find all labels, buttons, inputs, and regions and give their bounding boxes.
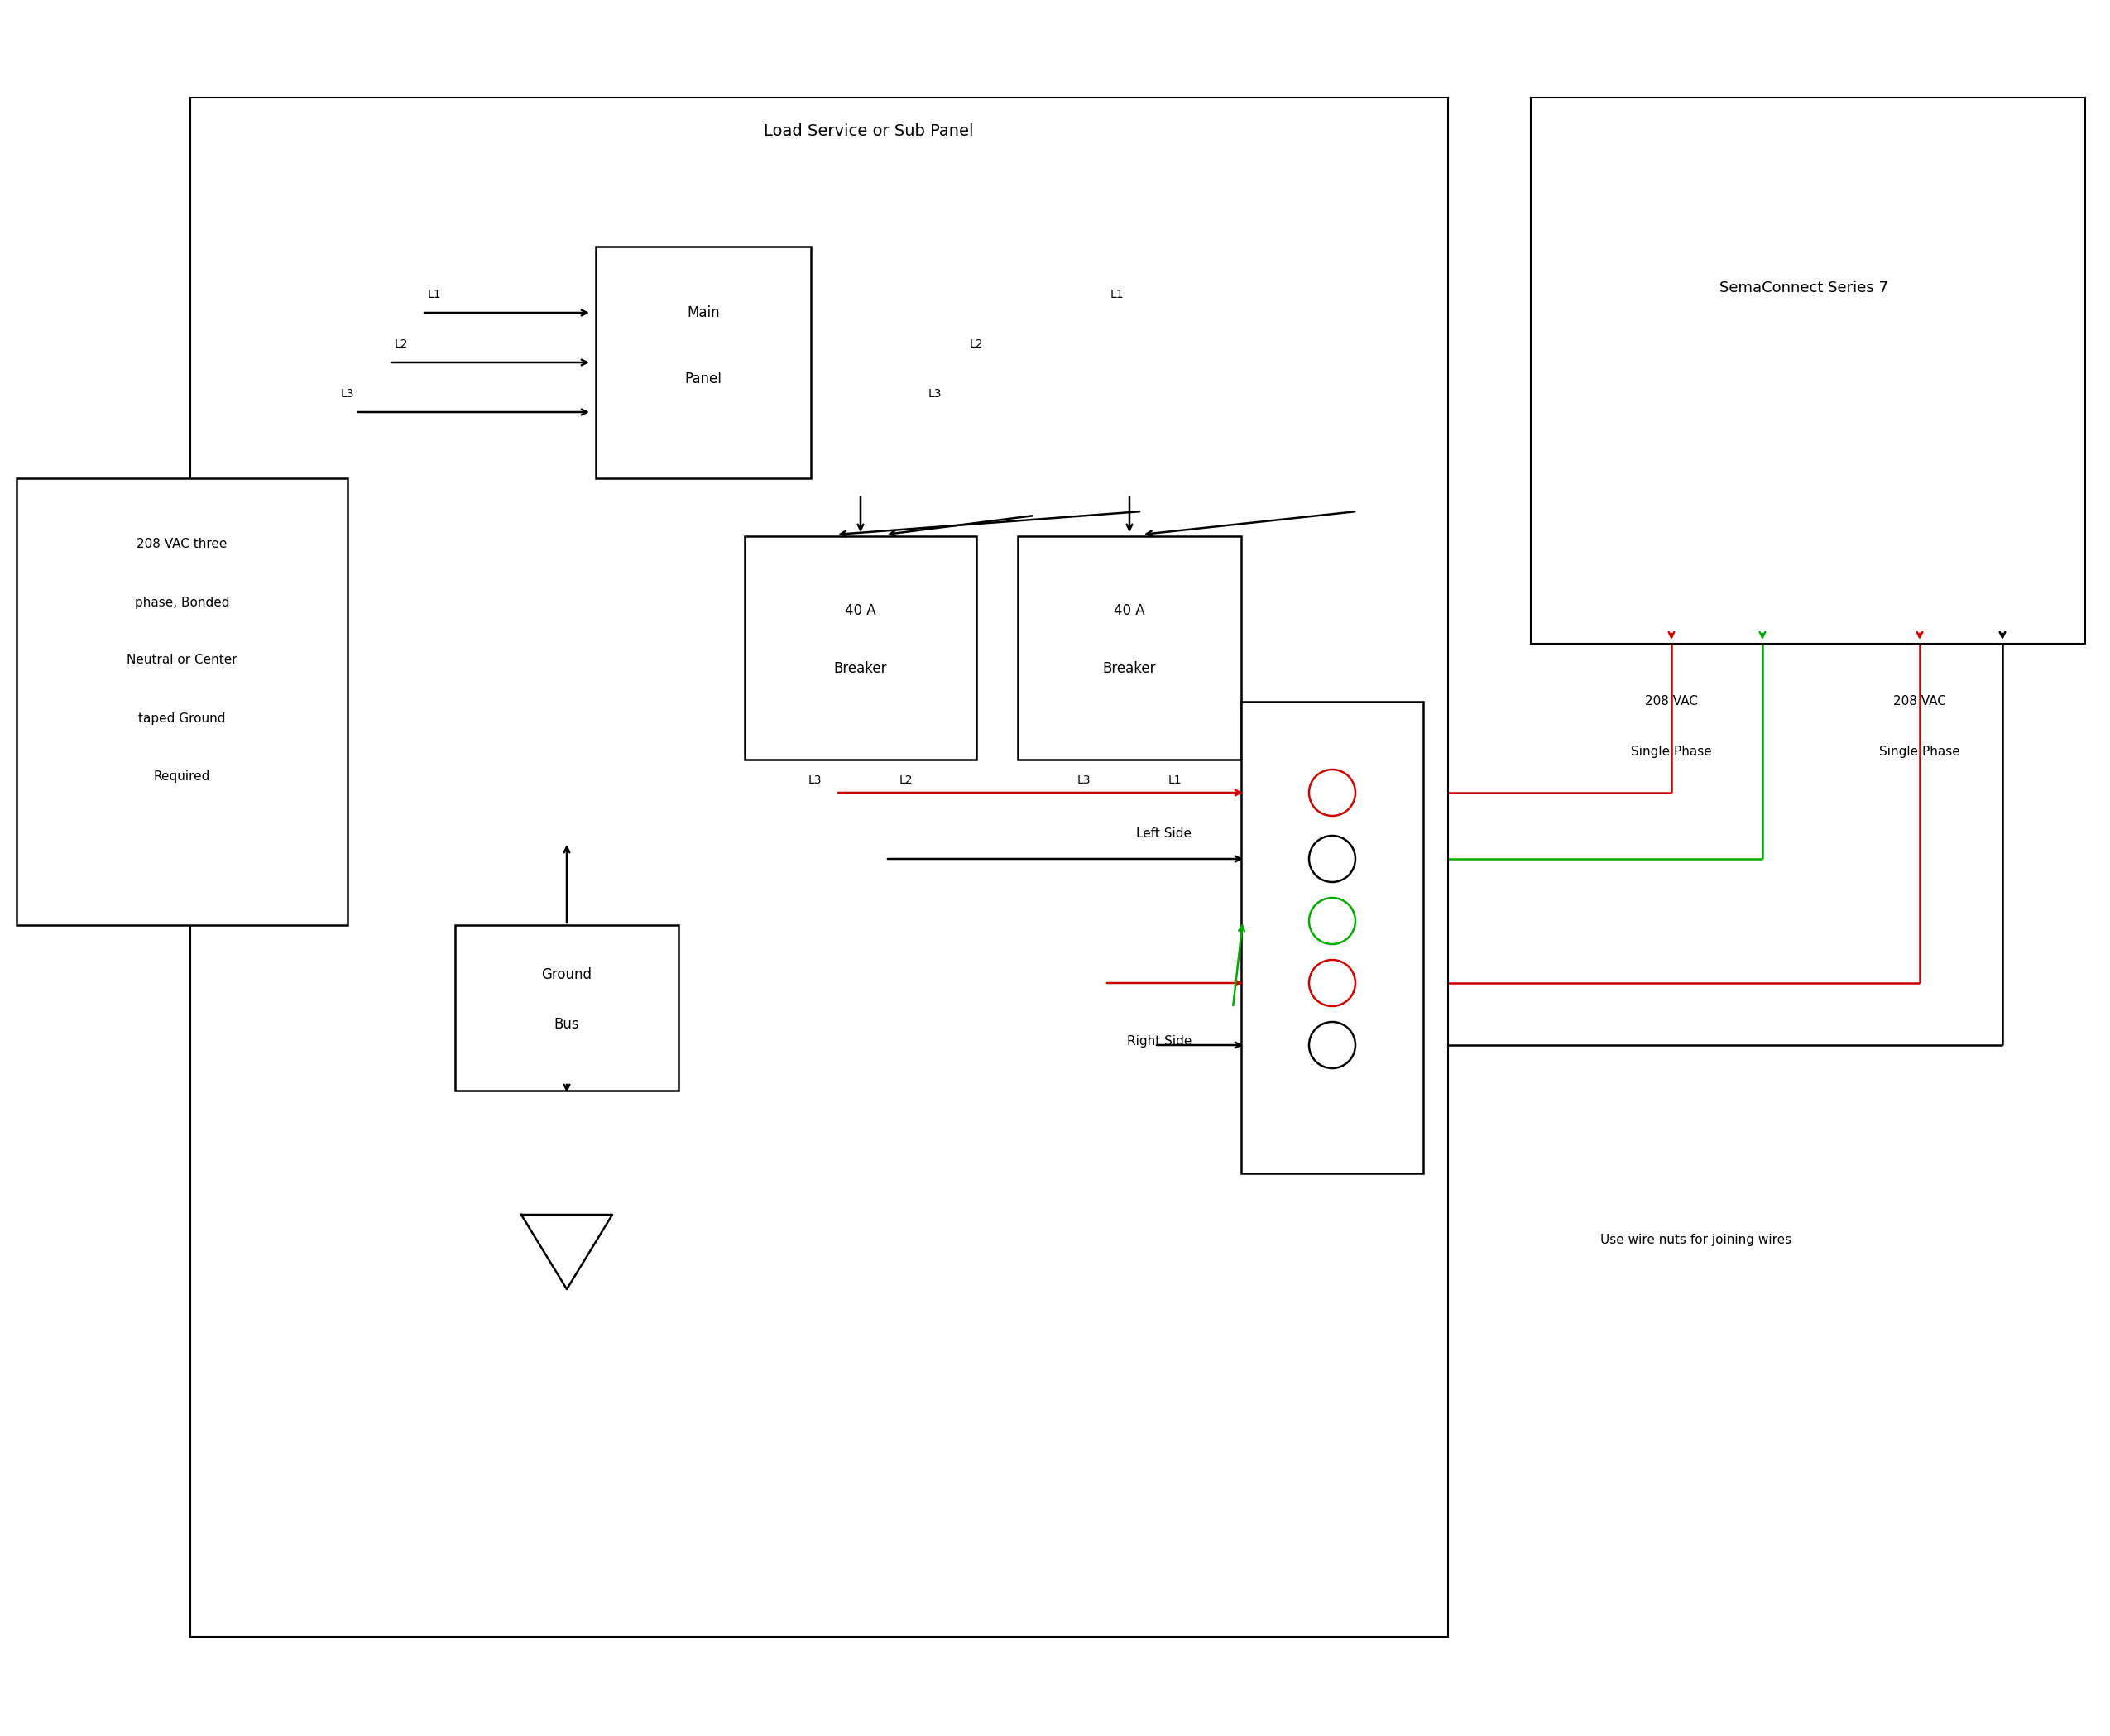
Text: Main: Main (688, 306, 720, 319)
Text: L3: L3 (928, 389, 941, 399)
Text: L1: L1 (428, 288, 441, 300)
Text: Bus: Bus (555, 1017, 580, 1031)
Text: Breaker: Breaker (833, 661, 886, 675)
Bar (190, 97, 1447, 1637)
Text: phase, Bonded: phase, Bonded (135, 595, 230, 609)
Text: SemaConnect Series 7: SemaConnect Series 7 (1720, 281, 1888, 295)
Text: Single Phase: Single Phase (1631, 745, 1711, 757)
Text: 208 VAC three: 208 VAC three (137, 538, 228, 550)
Text: 208 VAC: 208 VAC (1646, 696, 1699, 708)
Text: Single Phase: Single Phase (1880, 745, 1960, 757)
Text: Breaker: Breaker (1104, 661, 1156, 675)
Text: L1: L1 (1110, 288, 1125, 300)
Circle shape (1308, 769, 1355, 816)
Text: Left Side: Left Side (1135, 828, 1192, 840)
Text: Required: Required (154, 771, 211, 783)
Circle shape (1308, 835, 1355, 882)
Text: L3: L3 (340, 389, 354, 399)
Bar (595, 247, 810, 479)
Bar (17, 479, 348, 925)
Text: L3: L3 (808, 774, 823, 786)
Text: L2: L2 (971, 339, 983, 351)
Text: 40 A: 40 A (1114, 602, 1146, 618)
Text: 40 A: 40 A (844, 602, 876, 618)
Text: L2: L2 (395, 339, 407, 351)
Bar (1241, 701, 1424, 1174)
Text: Neutral or Center: Neutral or Center (127, 654, 236, 667)
Text: L3: L3 (1076, 774, 1091, 786)
Text: Load Service or Sub Panel: Load Service or Sub Panel (764, 123, 973, 139)
Text: Right Side: Right Side (1127, 1035, 1192, 1047)
Circle shape (1308, 1023, 1355, 1068)
Text: 208 VAC: 208 VAC (1893, 696, 1945, 708)
Bar (1530, 97, 2085, 644)
Circle shape (1308, 960, 1355, 1007)
Text: L1: L1 (1169, 774, 1182, 786)
Text: Ground: Ground (542, 967, 593, 983)
Bar (1017, 536, 1241, 760)
Bar (745, 536, 977, 760)
Bar (456, 925, 679, 1090)
Text: Panel: Panel (686, 372, 722, 387)
Text: taped Ground: taped Ground (139, 712, 226, 724)
Circle shape (1308, 898, 1355, 944)
Text: Use wire nuts for joining wires: Use wire nuts for joining wires (1601, 1233, 1791, 1246)
Text: L2: L2 (899, 774, 914, 786)
